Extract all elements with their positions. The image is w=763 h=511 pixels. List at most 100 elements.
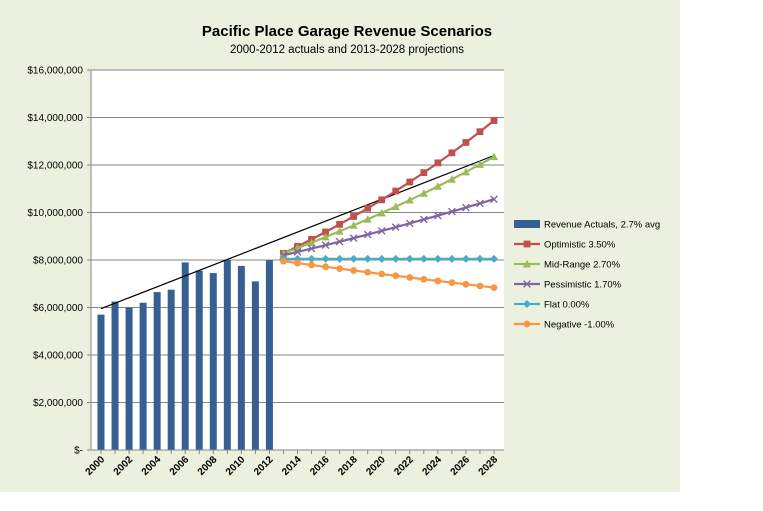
legend-item: Negative -1.00% xyxy=(514,320,615,331)
bar xyxy=(237,265,245,450)
legend-label: Revenue Actuals, 2.7% avg xyxy=(544,220,660,231)
trendline-line xyxy=(100,154,495,310)
marker-x xyxy=(335,237,344,246)
marker-triangle xyxy=(363,215,372,223)
marker-diamond xyxy=(490,254,498,263)
bar xyxy=(223,260,231,450)
chart-title: Pacific Place Garage Revenue Scenarios xyxy=(202,23,492,40)
marker-circle xyxy=(378,270,386,278)
x-tick-label: 2006 xyxy=(168,454,192,478)
marker-square xyxy=(523,240,531,248)
x-tick-label: 2028 xyxy=(477,454,501,478)
legend-item: Optimistic 3.50% xyxy=(514,240,616,251)
marker-circle xyxy=(322,263,329,271)
x-tick-label: 2010 xyxy=(224,454,248,478)
bar xyxy=(125,307,133,450)
x-tick-label: 2012 xyxy=(252,454,276,478)
x-axis-tick-labels: 2000 2002 2004 2006 2008 2010 2012 2014 2016 2018… xyxy=(84,454,501,478)
legend: Revenue Actuals, 2.7% avg Optimistic 3.50… xyxy=(514,220,660,331)
legend-item: Pessimistic 1.70% xyxy=(514,280,622,291)
x-tick-label: 2022 xyxy=(392,454,416,478)
marker-square xyxy=(462,139,470,146)
legend-item: Flat 0.00% xyxy=(514,300,590,311)
marker-triangle xyxy=(490,152,498,161)
marker-square xyxy=(434,159,442,167)
marker-diamond xyxy=(321,254,330,263)
marker-triangle xyxy=(475,160,484,168)
legend-swatch xyxy=(514,220,540,228)
y-tick-label: $16,000,000 xyxy=(27,66,83,77)
series-negative xyxy=(280,257,498,292)
y-tick-label: $10,000,000 xyxy=(27,208,83,219)
y-tick-label: $2,000,000 xyxy=(33,398,83,409)
marker-circle xyxy=(406,274,414,281)
trendline xyxy=(100,154,495,310)
marker-square xyxy=(378,196,386,204)
legend-label: Optimistic 3.50% xyxy=(544,240,616,251)
marker-circle xyxy=(364,268,372,276)
x-tick-label: 2024 xyxy=(420,454,444,478)
marker-x xyxy=(293,248,302,256)
marker-square xyxy=(322,228,329,236)
marker-x xyxy=(419,215,428,224)
marker-x xyxy=(462,203,470,212)
x-tick-label: 2008 xyxy=(196,454,220,478)
x-tick-label: 2002 xyxy=(112,454,136,478)
marker-x xyxy=(490,195,498,204)
marker-square xyxy=(364,204,372,212)
marker-circle xyxy=(350,267,358,274)
marker-x xyxy=(363,230,372,239)
marker-diamond xyxy=(405,254,414,263)
marker-diamond xyxy=(475,254,484,263)
marker-diamond xyxy=(433,254,442,263)
x-tick-label: 2016 xyxy=(308,454,332,478)
marker-circle xyxy=(476,282,484,290)
marker-square xyxy=(336,220,344,228)
bar xyxy=(153,292,161,450)
marker-square xyxy=(406,178,414,186)
marker-circle xyxy=(462,280,470,288)
marker-x xyxy=(476,199,484,208)
marker-triangle xyxy=(391,202,400,211)
x-tick-label: 2020 xyxy=(364,454,388,478)
revenue-bars xyxy=(97,260,273,450)
marker-diamond xyxy=(363,254,372,263)
legend-item: Revenue Actuals, 2.7% avg xyxy=(514,220,660,231)
legend-label: Pessimistic 1.70% xyxy=(544,280,622,291)
marker-square xyxy=(350,213,358,220)
marker-x xyxy=(307,244,316,253)
marker-x xyxy=(433,211,442,220)
marker-square xyxy=(448,149,456,157)
bar xyxy=(167,289,175,450)
series-line xyxy=(282,119,495,255)
marker-diamond xyxy=(419,254,428,263)
chart-svg: Pacific Place Garage Revenue Scenarios 2… xyxy=(27,23,660,478)
legend-item: Mid-Range 2.70% xyxy=(514,260,621,271)
marker-circle xyxy=(434,277,442,285)
marker-diamond xyxy=(447,254,456,263)
marker-triangle xyxy=(523,259,531,268)
series-line xyxy=(283,260,495,289)
marker-diamond xyxy=(523,300,531,308)
marker-x xyxy=(349,234,358,243)
marker-square xyxy=(392,187,400,195)
marker-circle xyxy=(392,272,400,280)
marker-x xyxy=(391,223,400,232)
marker-diamond xyxy=(391,254,400,263)
marker-circle xyxy=(490,284,498,292)
bar xyxy=(195,270,203,450)
projection-series xyxy=(279,117,498,292)
marker-x xyxy=(523,280,531,288)
x-tick-label: 2026 xyxy=(449,454,473,478)
bar xyxy=(265,260,273,450)
marker-triangle xyxy=(419,189,428,197)
marker-square xyxy=(420,169,428,177)
y-axis-tick-labels: $- $2,000,000 $4,000,000 $6,000,000 $8,000,0… xyxy=(27,66,83,457)
series-line xyxy=(283,155,495,255)
marker-circle xyxy=(294,259,301,267)
marker-circle xyxy=(336,265,344,273)
legend-label: Flat 0.00% xyxy=(544,300,590,311)
marker-circle xyxy=(420,275,428,283)
legend-label: Negative -1.00% xyxy=(544,320,615,331)
marker-x xyxy=(447,207,456,216)
